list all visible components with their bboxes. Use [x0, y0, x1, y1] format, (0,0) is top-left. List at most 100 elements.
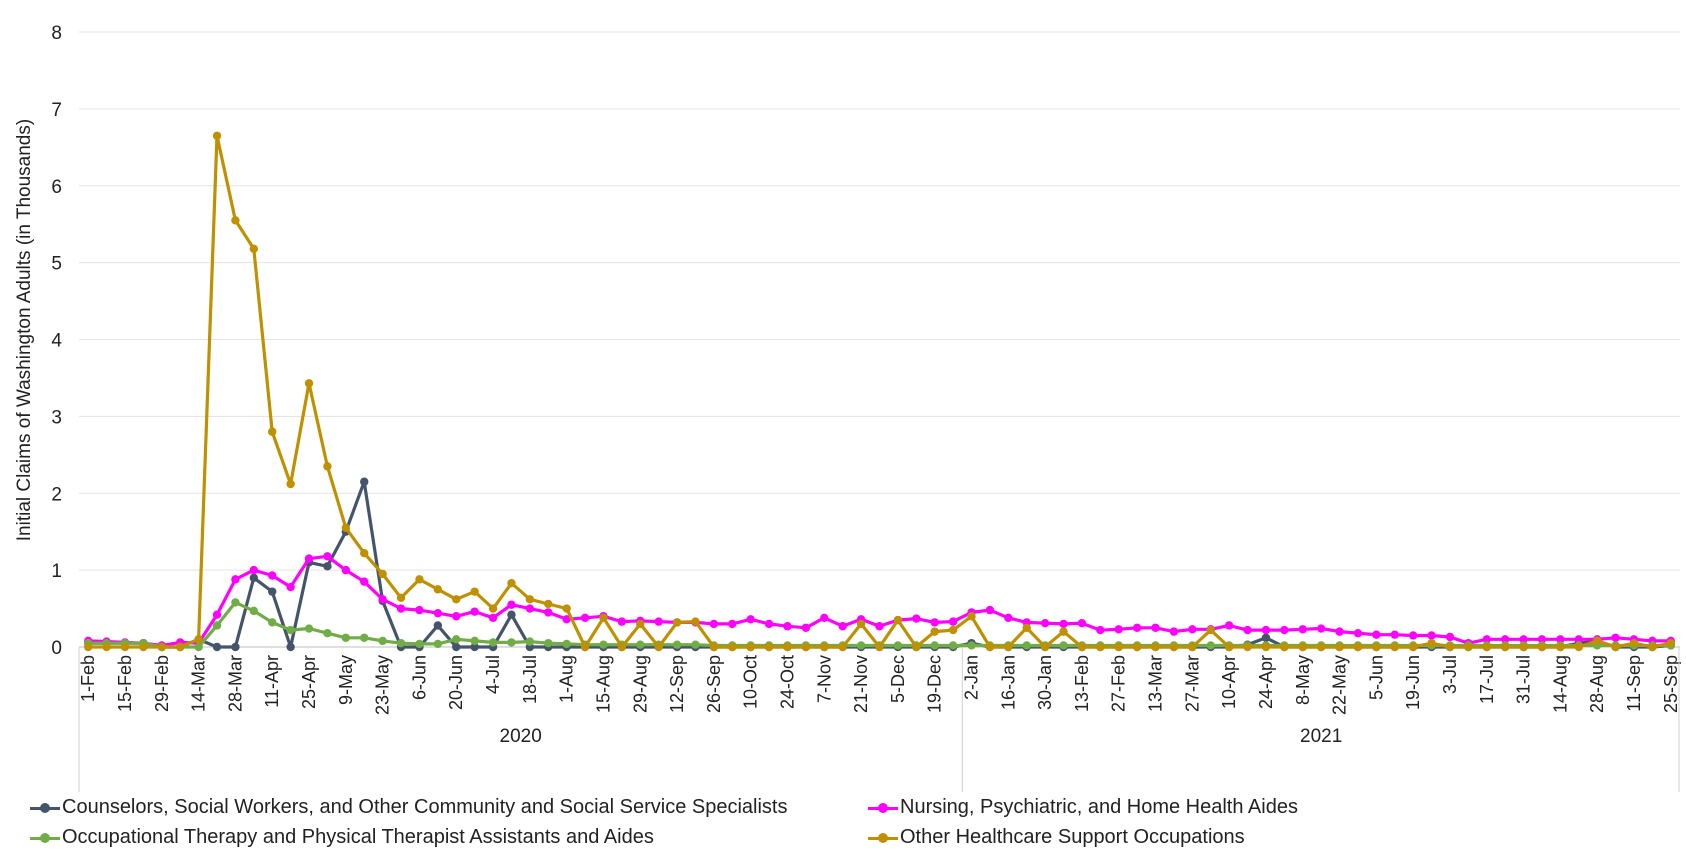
data-point [488, 613, 498, 622]
data-point [323, 628, 332, 638]
data-point [580, 642, 590, 652]
data-point [948, 641, 958, 650]
data-point [1629, 638, 1639, 648]
data-point [1022, 641, 1031, 650]
data-point [783, 622, 792, 631]
data-point [1261, 625, 1271, 635]
x-tick-label: 28-Aug [1587, 655, 1607, 713]
data-point [562, 639, 571, 649]
y-tick-label: 2 [51, 484, 62, 505]
data-point [1077, 642, 1087, 652]
series-lines [84, 131, 1675, 652]
data-point [654, 642, 663, 652]
data-point [912, 614, 921, 623]
data-point [378, 595, 387, 604]
data-point [1427, 631, 1436, 640]
x-tick-label: 14-Aug [1550, 655, 1570, 713]
data-point [268, 618, 277, 627]
data-point [249, 606, 259, 616]
data-point [562, 615, 571, 624]
legend-item-nursing: Nursing, Psychiatric, and Home Health Ai… [868, 796, 1298, 819]
data-point [1059, 627, 1068, 636]
data-point [1390, 642, 1399, 652]
data-point [985, 642, 995, 652]
data-point [415, 639, 424, 649]
data-point [893, 641, 903, 650]
data-point [617, 617, 627, 626]
data-point [249, 573, 259, 583]
data-point [1427, 638, 1436, 648]
data-point [212, 610, 222, 619]
data-point [1151, 642, 1160, 652]
data-point [691, 617, 700, 626]
data-point [1224, 621, 1234, 630]
data-point [470, 587, 479, 596]
data-point [838, 642, 847, 652]
data-point [1243, 625, 1252, 635]
data-point [1280, 625, 1289, 635]
data-point [1353, 642, 1363, 652]
data-point [304, 624, 314, 633]
data-point [452, 635, 461, 644]
data-point [1206, 625, 1215, 635]
year-label: 2021 [1300, 726, 1342, 747]
data-point [875, 642, 884, 652]
data-point [286, 582, 295, 592]
data-point [1574, 642, 1583, 652]
data-point [1666, 638, 1675, 648]
data-point [323, 552, 332, 561]
data-point [268, 427, 277, 436]
data-point [507, 600, 516, 609]
data-point [1556, 635, 1565, 644]
data-point [1114, 642, 1123, 652]
data-point [654, 617, 663, 626]
data-point [1519, 635, 1528, 644]
data-point [120, 642, 130, 652]
data-point [856, 641, 866, 650]
data-point [1445, 632, 1455, 642]
data-point [636, 619, 645, 629]
x-tick-label: 15-Feb [115, 655, 135, 712]
x-tick-label: 1-Feb [78, 655, 98, 702]
x-tick-label: 21-Nov [851, 655, 871, 713]
data-point [746, 642, 755, 652]
data-point [1408, 631, 1418, 640]
data-point [102, 642, 111, 652]
data-point [268, 571, 277, 580]
data-point [1353, 628, 1363, 638]
data-point [1556, 642, 1565, 652]
data-point [304, 379, 314, 388]
data-point [1004, 613, 1013, 622]
data-point [360, 577, 369, 586]
data-point [231, 216, 240, 225]
x-tick-label: 25-Apr [299, 655, 319, 709]
x-tick-label: 29-Aug [630, 655, 650, 713]
data-point [1077, 618, 1087, 628]
x-tick-label: 20-Jun [446, 655, 466, 710]
data-point [286, 625, 295, 635]
data-point [1445, 642, 1455, 652]
x-tick-label: 12-Sep [667, 655, 687, 713]
legend-label: Occupational Therapy and Physical Therap… [62, 826, 654, 848]
x-tick-label: 5-Dec [888, 655, 908, 703]
data-point [1390, 630, 1399, 639]
data-point [507, 610, 516, 619]
data-point [1592, 636, 1602, 646]
x-tick-label: 14-Mar [189, 655, 209, 712]
y-tick-label: 3 [51, 407, 62, 428]
data-point [967, 641, 976, 650]
y-axis-label: Initial Claims of Washington Adults (in … [14, 119, 35, 541]
data-point [1243, 642, 1252, 652]
data-point [360, 549, 369, 558]
data-point [1004, 642, 1013, 652]
data-point [139, 642, 148, 652]
data-point [433, 608, 443, 618]
series-1 [84, 552, 1675, 650]
x-tick-label: 11-Sep [1624, 655, 1644, 712]
data-point [396, 593, 406, 602]
data-point [1574, 635, 1583, 644]
y-tick-label: 8 [51, 23, 62, 44]
data-point [1096, 625, 1105, 635]
data-point [1372, 630, 1381, 639]
